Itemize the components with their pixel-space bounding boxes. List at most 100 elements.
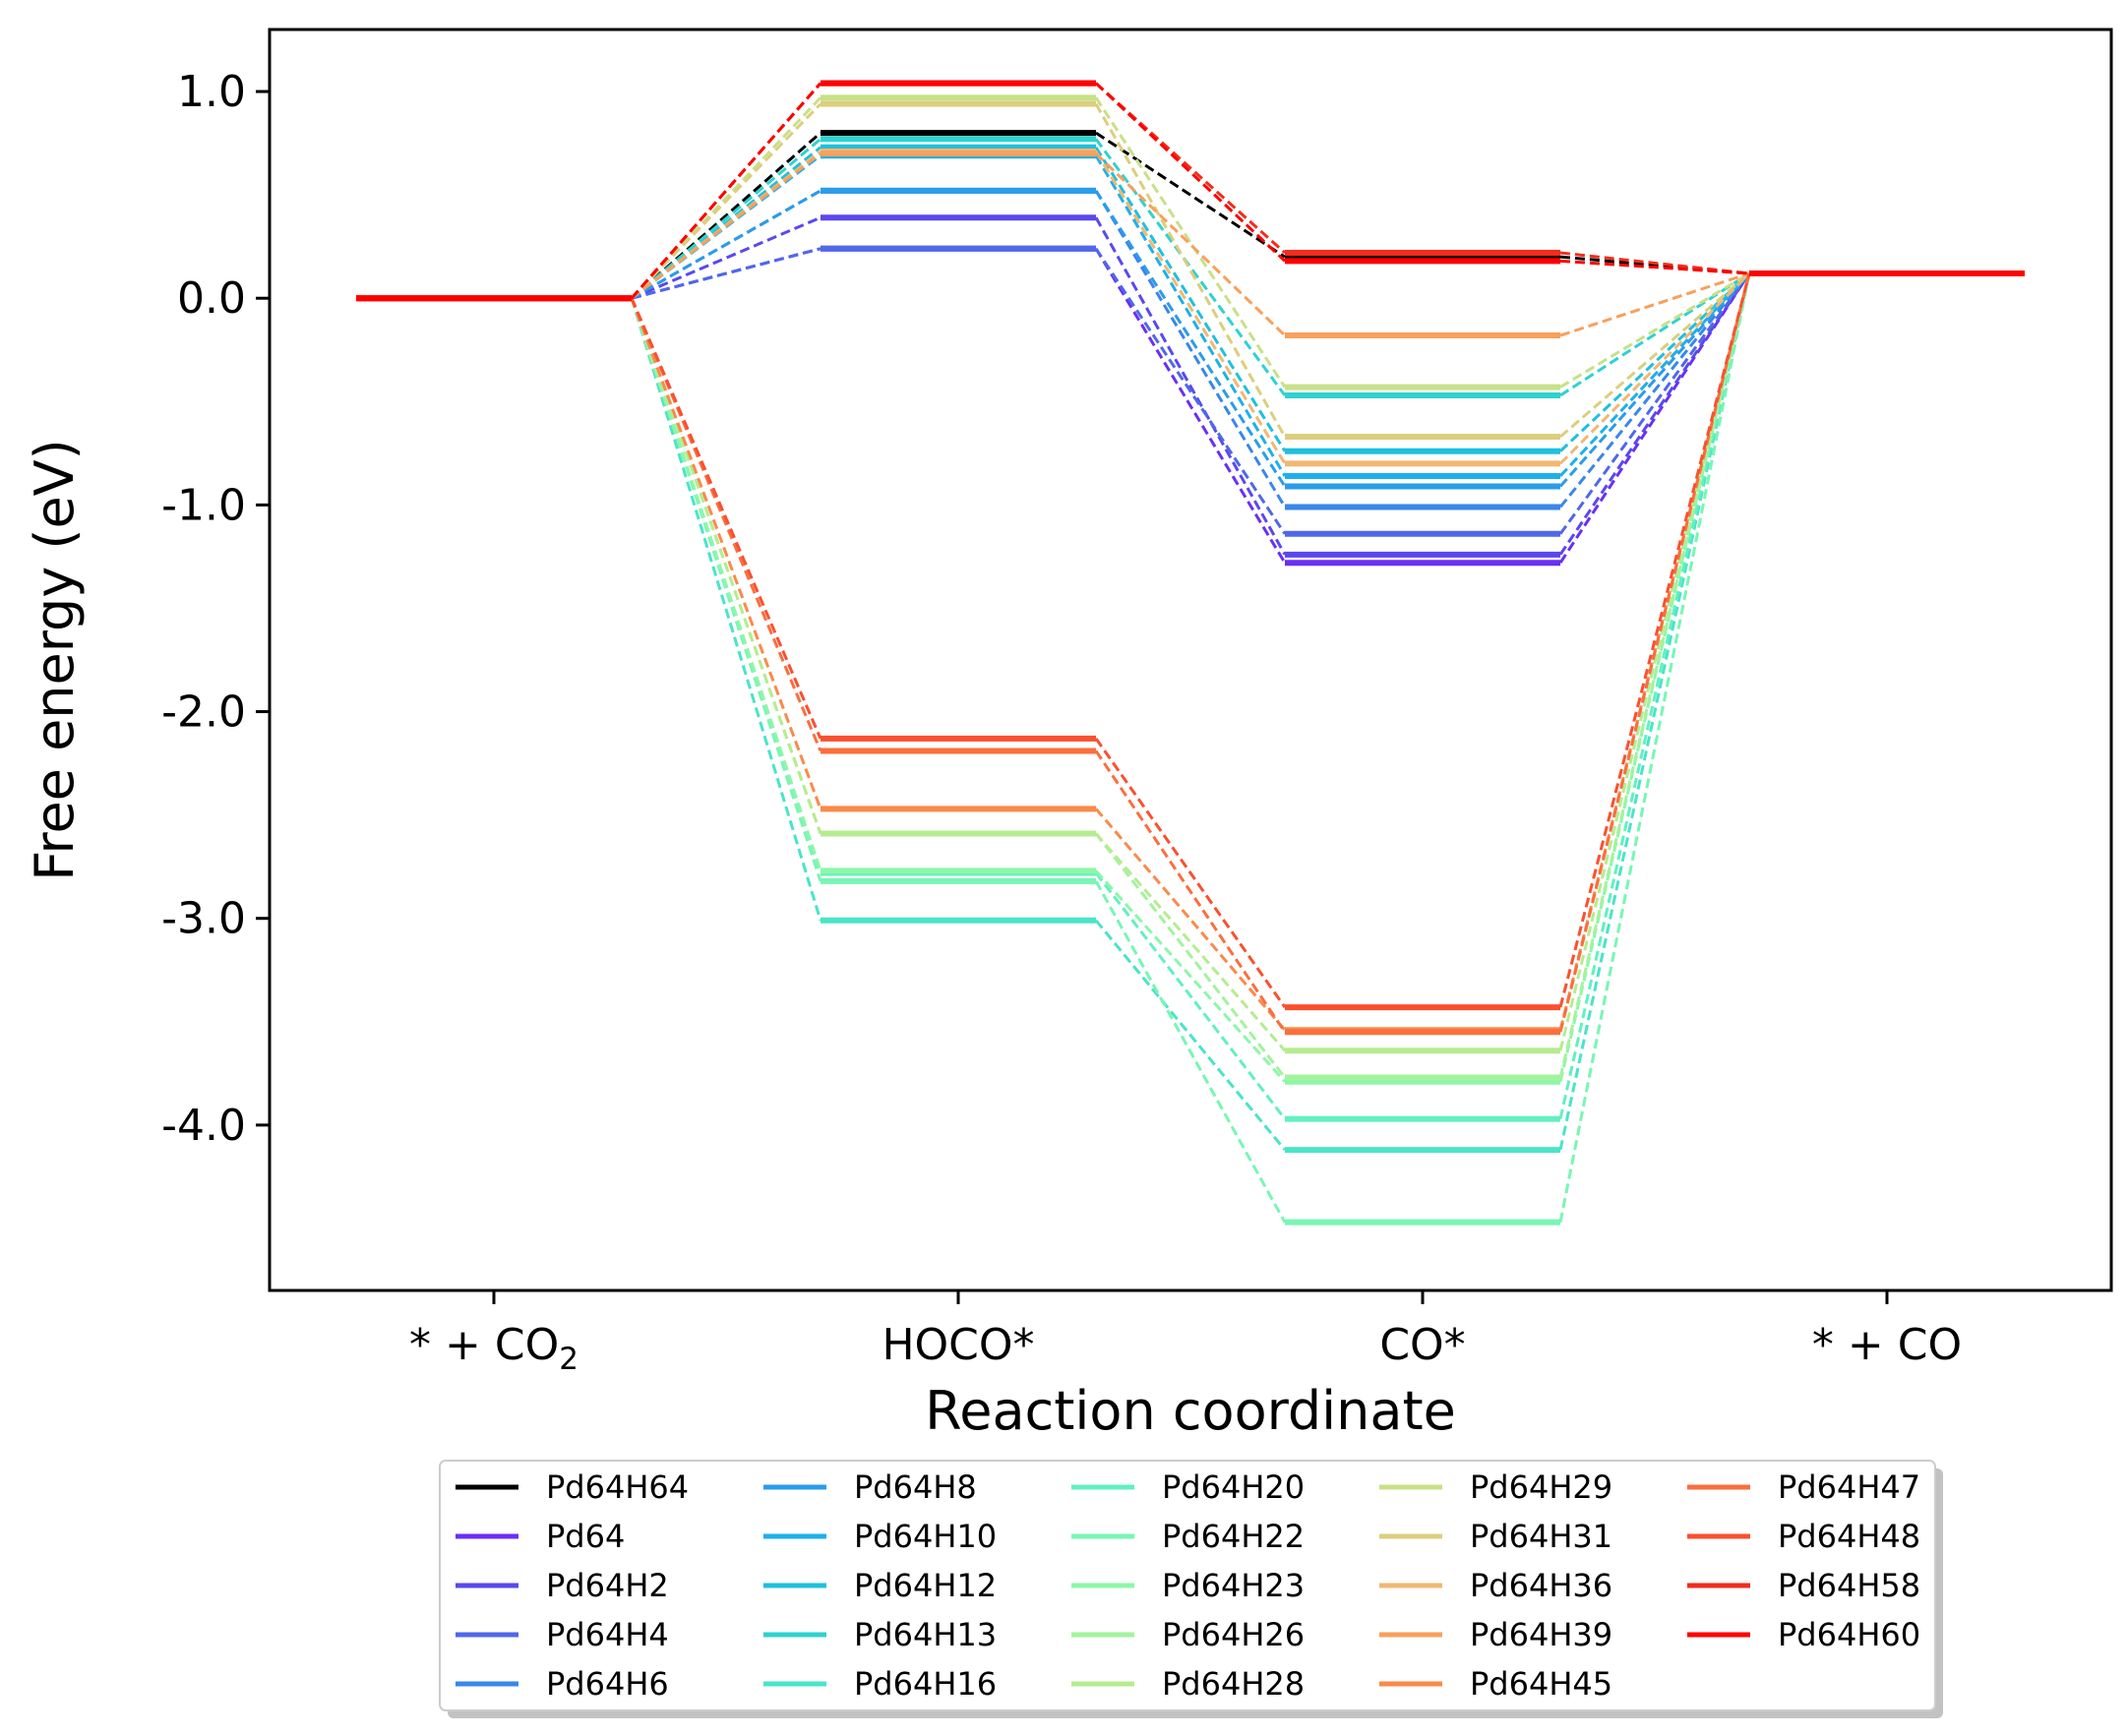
series-Pd64H8	[356, 187, 2025, 490]
connector-Pd64H47-1	[1094, 749, 1287, 1034]
series-Pd64H58	[356, 80, 2025, 302]
legend-entry: Pd64H2	[456, 1567, 669, 1604]
connector-Pd64H4-0	[631, 247, 821, 300]
series-Pd64H6	[356, 187, 2025, 510]
connector-Pd64H47-0	[630, 297, 822, 752]
connector-Pd64H12-0	[631, 146, 821, 300]
legend-label: Pd64H64	[546, 1468, 689, 1506]
connector-Pd64H39-2	[1559, 271, 1750, 337]
connector-Pd64H22-2	[1558, 272, 1751, 1223]
legend-entry: Pd64H12	[763, 1567, 997, 1604]
series-Pd64H26	[356, 269, 2025, 1081]
connector-Pd64H6-2	[1558, 272, 1751, 509]
x-tick-label-main: CO*	[1379, 1320, 1465, 1370]
connector-Pd64H39-0	[631, 151, 821, 300]
legend-entry: Pd64H45	[1379, 1665, 1612, 1703]
legend-label: Pd64H36	[1470, 1567, 1612, 1604]
legend-entry: Pd64H20	[1071, 1468, 1305, 1506]
connector-Pd64H64-0	[631, 131, 821, 300]
connector-Pd64H23-1	[1094, 869, 1287, 1083]
connector-Pd64H36-2	[1558, 271, 1751, 465]
connector-Pd64H6-1	[1094, 190, 1287, 509]
connector-Pd64H4-2	[1558, 272, 1751, 535]
series-Pd64H2	[356, 214, 2025, 558]
series-Pd64H29	[356, 94, 2025, 390]
x-axis: * + CO2 HOCO* CO* * + CO	[409, 1290, 1962, 1377]
connector-Pd64H48-2	[1558, 272, 1751, 1008]
legend-label: Pd64H16	[854, 1665, 997, 1703]
legend-label: Pd64H12	[854, 1567, 997, 1604]
legend-entry: Pd64H16	[763, 1665, 997, 1703]
series-Pd64H13	[356, 136, 2025, 398]
legend-label: Pd64H4	[546, 1616, 669, 1653]
y-axis: 1.0 0.0 -1.0 -2.0 -3.0 -4.0	[161, 67, 270, 1151]
connector-Pd64H64-2	[1559, 255, 1750, 275]
connector-Pd64H29-0	[630, 96, 822, 300]
connector-Pd64H8-2	[1558, 271, 1751, 488]
x-tick-label: CO*	[1379, 1320, 1465, 1370]
connector-Pd64H4-1	[1094, 247, 1287, 535]
connector-Pd64H28-2	[1558, 272, 1751, 1051]
y-tick-label: -2.0	[161, 688, 246, 738]
legend-box	[439, 1460, 1936, 1711]
connector-Pd64H16-1	[1094, 919, 1287, 1152]
legend-entry: Pd64H36	[1379, 1567, 1612, 1604]
y-tick-label: 0.0	[177, 273, 246, 324]
connector-Pd64H48-1	[1094, 737, 1287, 1008]
legend-entry: Pd64H58	[1687, 1567, 1920, 1604]
legend-label: Pd64H26	[1162, 1616, 1305, 1653]
legend-label: Pd64H22	[1162, 1518, 1305, 1555]
legend-entry: Pd64H22	[1071, 1518, 1305, 1555]
legend-label: Pd64H8	[854, 1468, 977, 1506]
plot-area	[356, 80, 2025, 1226]
x-tick-label: * + CO	[1812, 1320, 1962, 1370]
legend-entry: Pd64H13	[763, 1616, 997, 1653]
connector-Pd64H64-1	[1095, 131, 1286, 259]
legend-entry: Pd64H64	[456, 1468, 689, 1506]
connector-Pd64H29-2	[1559, 271, 1750, 389]
axes-frame	[268, 28, 2113, 1292]
x-tick-label-main: * + CO	[409, 1320, 559, 1370]
legend-label: Pd64H2	[546, 1567, 669, 1604]
connector-Pd64H10-1	[1094, 154, 1287, 477]
series-Pd64H48	[356, 269, 2025, 1011]
legend-entry: Pd64H48	[1687, 1518, 1920, 1555]
connector-Pd64H8-1	[1094, 190, 1287, 488]
x-tick-label-subscript: 2	[559, 1342, 578, 1377]
y-tick-label: -4.0	[161, 1101, 246, 1151]
connector-Pd64H12-1	[1094, 147, 1287, 452]
y-axis-title: Free energy (eV)	[24, 439, 86, 880]
connector-Pd64H60-2	[1559, 259, 1750, 275]
connector-Pd64H58-2	[1559, 251, 1750, 275]
legend-entry: Pd64H29	[1379, 1468, 1612, 1506]
legend-entry: Pd64	[456, 1518, 625, 1555]
series-Pd64H10	[356, 152, 2025, 479]
legend-label: Pd64H20	[1162, 1468, 1305, 1506]
legend-entry: Pd64H4	[456, 1616, 669, 1653]
legend-label: Pd64H6	[546, 1665, 669, 1703]
connector-Pd64H23-0	[630, 297, 822, 871]
connector-Pd64H2-1	[1094, 216, 1287, 556]
connector-Pd64H20-2	[1558, 272, 1751, 1119]
legend-label: Pd64H10	[854, 1518, 997, 1555]
connector-Pd64H13-2	[1559, 271, 1750, 397]
connector-Pd64H8-0	[631, 189, 821, 300]
series-Pd64H22	[356, 269, 2025, 1226]
connector-Pd64H31-2	[1559, 271, 1750, 439]
connector-Pd64H28-0	[630, 297, 822, 835]
legend-label: Pd64H31	[1470, 1518, 1612, 1555]
legend-label: Pd64	[546, 1518, 625, 1555]
legend-entry: Pd64H60	[1687, 1616, 1920, 1653]
legend-label: Pd64H45	[1470, 1665, 1612, 1703]
connector-Pd64H29-1	[1094, 96, 1287, 389]
connector-Pd64H22-1	[1094, 880, 1287, 1224]
legend: Pd64H64 Pd64 Pd64H2 Pd64H4 Pd64H6 Pd64H8 Pd64H…	[439, 1460, 1943, 1718]
x-axis-title: Reaction coordinate	[925, 1380, 1456, 1442]
series-Pd64H23	[356, 269, 2025, 1085]
legend-label: Pd64H47	[1778, 1468, 1920, 1506]
legend-label: Pd64H48	[1778, 1518, 1920, 1555]
legend-label: Pd64H29	[1470, 1468, 1612, 1506]
connector-Pd64-1	[1094, 248, 1287, 564]
x-tick-label: HOCO*	[882, 1320, 1034, 1370]
